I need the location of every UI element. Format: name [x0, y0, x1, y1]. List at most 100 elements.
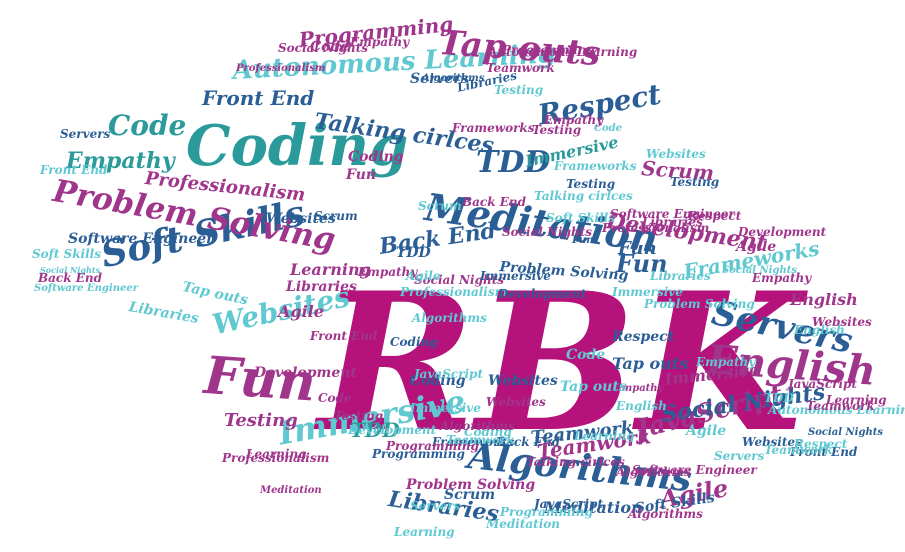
cloud-word: Algorithms: [616, 465, 691, 479]
cloud-word: English: [794, 323, 845, 337]
cloud-word: Programming: [500, 505, 593, 519]
cloud-word: Meditation: [544, 498, 643, 517]
cloud-word: Testing: [224, 410, 298, 431]
cloud-word: Front End: [202, 86, 315, 110]
cloud-word: Development: [348, 423, 437, 437]
cloud-word: Meditation: [486, 517, 561, 531]
cloud-word: Respect: [688, 209, 742, 223]
cloud-word: Agile: [686, 423, 727, 439]
cloud-word: TDD: [764, 391, 794, 405]
cloud-word: Libraries: [642, 215, 703, 229]
cloud-word: Development: [738, 225, 827, 239]
cloud-word: Problem Solving: [644, 297, 755, 311]
cloud-word: Tap outs: [180, 279, 250, 309]
cloud-word: Testing: [566, 177, 616, 191]
cloud-word: Back End: [462, 195, 526, 209]
cloud-word: Soft Skills: [546, 211, 615, 225]
cloud-word: Coding: [390, 335, 438, 349]
cloud-word: Autonomous Learning: [488, 45, 638, 59]
cloud-word: Learning: [574, 429, 635, 443]
cloud-word: Respect: [794, 437, 848, 451]
cloud-word: Agile: [406, 269, 441, 283]
cloud-word: Frameworks: [432, 435, 515, 449]
cloud-word: Scrum: [314, 209, 358, 223]
cloud-word: Professionalism: [400, 285, 508, 299]
cloud-word: Professionalism: [236, 63, 326, 74]
cloud-word: Scrum: [418, 199, 462, 213]
cloud-word: Websites: [646, 147, 706, 161]
cloud-word: Tap outs: [560, 379, 627, 395]
cloud-word: Websites: [488, 373, 558, 389]
cloud-word: Teamwork: [764, 443, 833, 457]
cloud-word: Professionalism: [602, 221, 710, 235]
cloud-word: Professionalism: [222, 451, 330, 465]
cloud-word: Websites: [486, 395, 546, 409]
cloud-word: Coding: [410, 373, 466, 389]
cloud-word: English: [790, 290, 858, 309]
cloud-word: TDD: [476, 145, 551, 180]
cloud-word: Teamwork: [486, 61, 555, 75]
cloud-word: Code: [566, 347, 606, 363]
cloud-word: Programming: [386, 439, 479, 453]
cloud-word: Talking cirlces: [526, 455, 625, 469]
cloud-word: Testing: [494, 83, 544, 97]
cloud-word: Frameworks: [554, 159, 637, 173]
cloud-word: Testing: [334, 409, 384, 423]
cloud-word: TDD: [350, 418, 400, 442]
cloud-word: Algorithms: [440, 419, 515, 433]
cloud-word: Software Engineer: [68, 231, 214, 247]
cloud-word: Empathy: [544, 113, 604, 127]
cloud-word: Fun: [618, 238, 657, 259]
cloud-word: Social Nights: [40, 265, 100, 275]
cloud-word: Fun: [616, 249, 668, 278]
cloud-word: Learning: [826, 393, 887, 407]
cloud-word: Meditation: [260, 485, 322, 496]
cloud-word: Scrum: [444, 487, 496, 503]
cloud-word: Social Nights: [722, 265, 797, 276]
cloud-word: Websites: [742, 435, 802, 449]
cloud-word: Programming: [502, 43, 595, 57]
cloud-word: Libraries: [650, 269, 711, 283]
cloud-word: Code: [318, 391, 352, 405]
cloud-word: Agile: [736, 239, 777, 255]
cloud-word: Servers: [410, 71, 469, 87]
cloud-word: Teamwork: [446, 433, 515, 447]
cloud-word: Libraries: [286, 279, 357, 295]
cloud-word: Empathy: [752, 271, 812, 285]
cloud-word: Tap outs: [612, 354, 689, 373]
cloud-word: Social Nights: [502, 225, 592, 239]
cloud-word: Software Engineer: [610, 207, 735, 221]
cloud-word: Coding: [464, 425, 512, 439]
cloud-word: Front End: [310, 329, 378, 343]
cloud-word: Talking cirlces: [534, 189, 633, 203]
cloud-word: Code: [108, 109, 187, 142]
cloud-word: Code: [310, 39, 350, 55]
cloud-word: Servers: [714, 449, 765, 463]
cloud-word: Software Engineer: [34, 283, 138, 294]
cloud-word: Autonomous Learning: [768, 403, 905, 417]
cloud-word: Development: [254, 365, 357, 381]
cloud-word: Empathy: [66, 148, 175, 174]
cloud-word: Servers: [410, 499, 461, 513]
cloud-word: Websites: [812, 315, 872, 329]
cloud-word: Empathy: [614, 383, 664, 394]
cloud-word: Social Nights: [278, 41, 368, 55]
cloud-word: TDD: [396, 245, 431, 261]
cloud-word: Algorithms: [422, 73, 485, 84]
cloud-word: Development: [498, 287, 587, 301]
cloud-word: Front End: [790, 445, 858, 459]
cloud-word: Social Nights: [808, 427, 883, 438]
cloud-word: Programming: [372, 447, 465, 461]
cloud-word: Empathy: [696, 355, 756, 369]
cloud-word: Software Engineer: [632, 463, 757, 477]
cloud-word: Fun: [346, 167, 377, 183]
cloud-word: English: [616, 399, 667, 413]
cloud-word: Fun: [572, 235, 594, 246]
cloud-word: Social Nights: [414, 273, 504, 287]
cloud-word: Teamwork: [806, 399, 875, 413]
cloud-word: Frameworks: [452, 121, 535, 135]
cloud-word: Problem Solving: [406, 477, 536, 493]
cloud-word: Coding: [186, 113, 409, 179]
cloud-word: Respect: [612, 329, 675, 345]
